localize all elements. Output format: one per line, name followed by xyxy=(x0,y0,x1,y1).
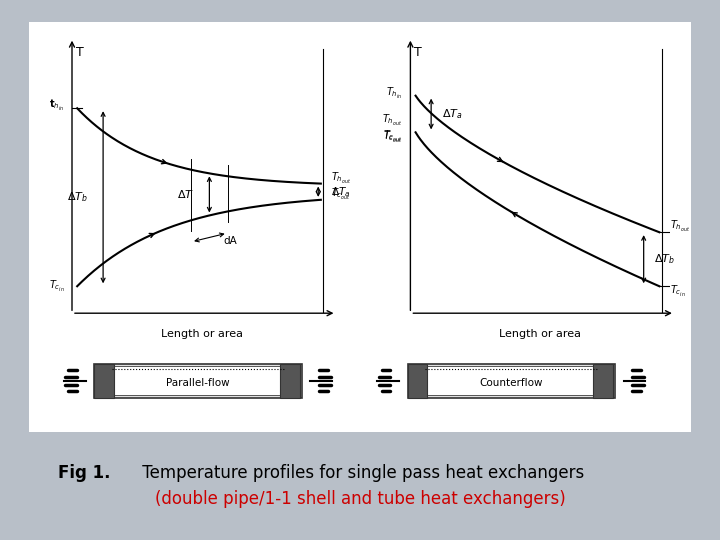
Text: Length or area: Length or area xyxy=(161,329,243,340)
Text: $\mathbf{t}_{h_{in}}$: $\mathbf{t}_{h_{in}}$ xyxy=(49,98,64,113)
Text: $T_{c_{in}}$: $T_{c_{in}}$ xyxy=(48,279,64,294)
FancyBboxPatch shape xyxy=(112,366,284,395)
FancyBboxPatch shape xyxy=(593,364,613,397)
Text: (double pipe/1-1 shell and tube heat exchangers): (double pipe/1-1 shell and tube heat exc… xyxy=(155,490,565,509)
Text: Temperature profiles for single pass heat exchangers: Temperature profiles for single pass hea… xyxy=(137,463,584,482)
Text: Length or area: Length or area xyxy=(499,329,581,340)
FancyBboxPatch shape xyxy=(408,364,615,397)
Text: $\Delta T_b$: $\Delta T_b$ xyxy=(67,191,88,204)
Text: Counterflow: Counterflow xyxy=(480,377,543,388)
Text: Fig 1.: Fig 1. xyxy=(58,463,110,482)
FancyBboxPatch shape xyxy=(94,364,302,397)
FancyBboxPatch shape xyxy=(408,364,427,397)
FancyBboxPatch shape xyxy=(280,364,300,397)
Text: T: T xyxy=(76,46,84,59)
Text: Parallel-flow: Parallel-flow xyxy=(166,377,230,388)
Text: $\Delta T_a$: $\Delta T_a$ xyxy=(331,185,351,199)
Text: $T_{c_{in}}$: $T_{c_{in}}$ xyxy=(670,284,685,299)
Text: T: T xyxy=(414,46,422,59)
Text: $T_{h_{out}}$: $T_{h_{out}}$ xyxy=(331,171,351,186)
Text: $\Delta T$: $\Delta T$ xyxy=(178,188,194,200)
Text: dA: dA xyxy=(223,237,237,246)
Text: $T_{h_{out}}$: $T_{h_{out}}$ xyxy=(382,112,402,127)
Text: $\Delta T_b$: $\Delta T_b$ xyxy=(654,252,675,266)
Text: $T_{h_{in}}$: $T_{h_{in}}$ xyxy=(387,85,402,100)
Text: $T_{c_{out}}$: $T_{c_{out}}$ xyxy=(383,129,402,144)
FancyBboxPatch shape xyxy=(94,364,114,397)
Text: $T_{c_{out}}$: $T_{c_{out}}$ xyxy=(383,130,402,145)
Text: $T_{c_{out}}$: $T_{c_{out}}$ xyxy=(331,187,351,202)
FancyBboxPatch shape xyxy=(425,366,598,395)
Text: $T_{h_{out}}$: $T_{h_{out}}$ xyxy=(670,219,690,234)
Text: $\Delta T_a$: $\Delta T_a$ xyxy=(441,107,462,121)
